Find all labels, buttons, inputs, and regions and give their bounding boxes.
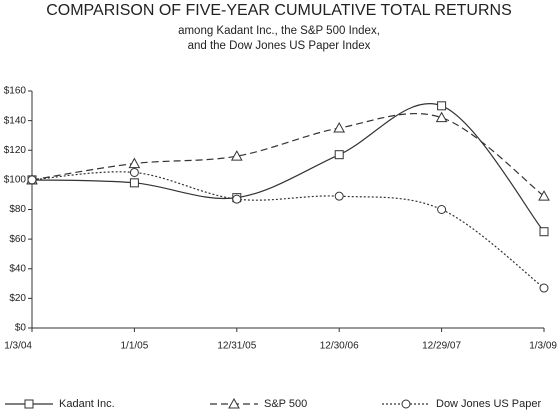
y-tick-label: $0: [15, 323, 27, 334]
marker: [228, 397, 240, 409]
marker: [539, 283, 549, 293]
marker: [538, 190, 550, 201]
marker: [24, 399, 34, 409]
y-tick-label: $160: [4, 86, 27, 97]
series-line: [31, 112, 545, 197]
chart-title: COMPARISON OF FIVE-YEAR CUMULATIVE TOTAL…: [46, 2, 512, 19]
marker: [401, 399, 411, 409]
x-tick-label: 1/3/09: [529, 341, 557, 352]
y-tick-label: $100: [4, 175, 27, 186]
marker: [435, 111, 448, 123]
marker: [334, 150, 344, 160]
series-line: [31, 171, 545, 289]
series-line: [31, 103, 545, 233]
marker: [437, 205, 447, 214]
y-tick-label: $120: [4, 145, 27, 156]
x-tick-label: 12/31/05: [217, 341, 256, 352]
marker: [539, 227, 549, 237]
marker: [27, 175, 37, 185]
legend-label: Kadant Inc.: [59, 398, 115, 410]
marker: [437, 101, 447, 111]
x-tick-label: 1/1/05: [120, 341, 148, 352]
marker: [333, 122, 346, 133]
y-tick-label: $80: [9, 204, 26, 215]
y-tick-label: $40: [9, 263, 26, 274]
marker: [334, 191, 344, 201]
y-tick-label: $60: [9, 234, 26, 245]
marker: [232, 194, 242, 204]
chart-subtitle: and the Dow Jones US Paper Index: [188, 40, 371, 52]
marker: [128, 157, 141, 169]
legend-label: S&P 500: [264, 398, 307, 410]
x-tick-label: 1/3/04: [4, 341, 32, 352]
marker: [129, 167, 139, 177]
legend-label: Dow Jones US Paper: [436, 398, 541, 410]
y-tick-label: $20: [9, 293, 26, 304]
y-tick-label: $140: [4, 115, 27, 126]
marker: [230, 150, 243, 161]
x-tick-label: 12/29/07: [422, 341, 461, 352]
marker: [129, 178, 139, 188]
x-tick-label: 12/30/06: [320, 341, 359, 352]
chart-subtitle: among Kadant Inc., the S&P 500 Index,: [178, 25, 380, 37]
